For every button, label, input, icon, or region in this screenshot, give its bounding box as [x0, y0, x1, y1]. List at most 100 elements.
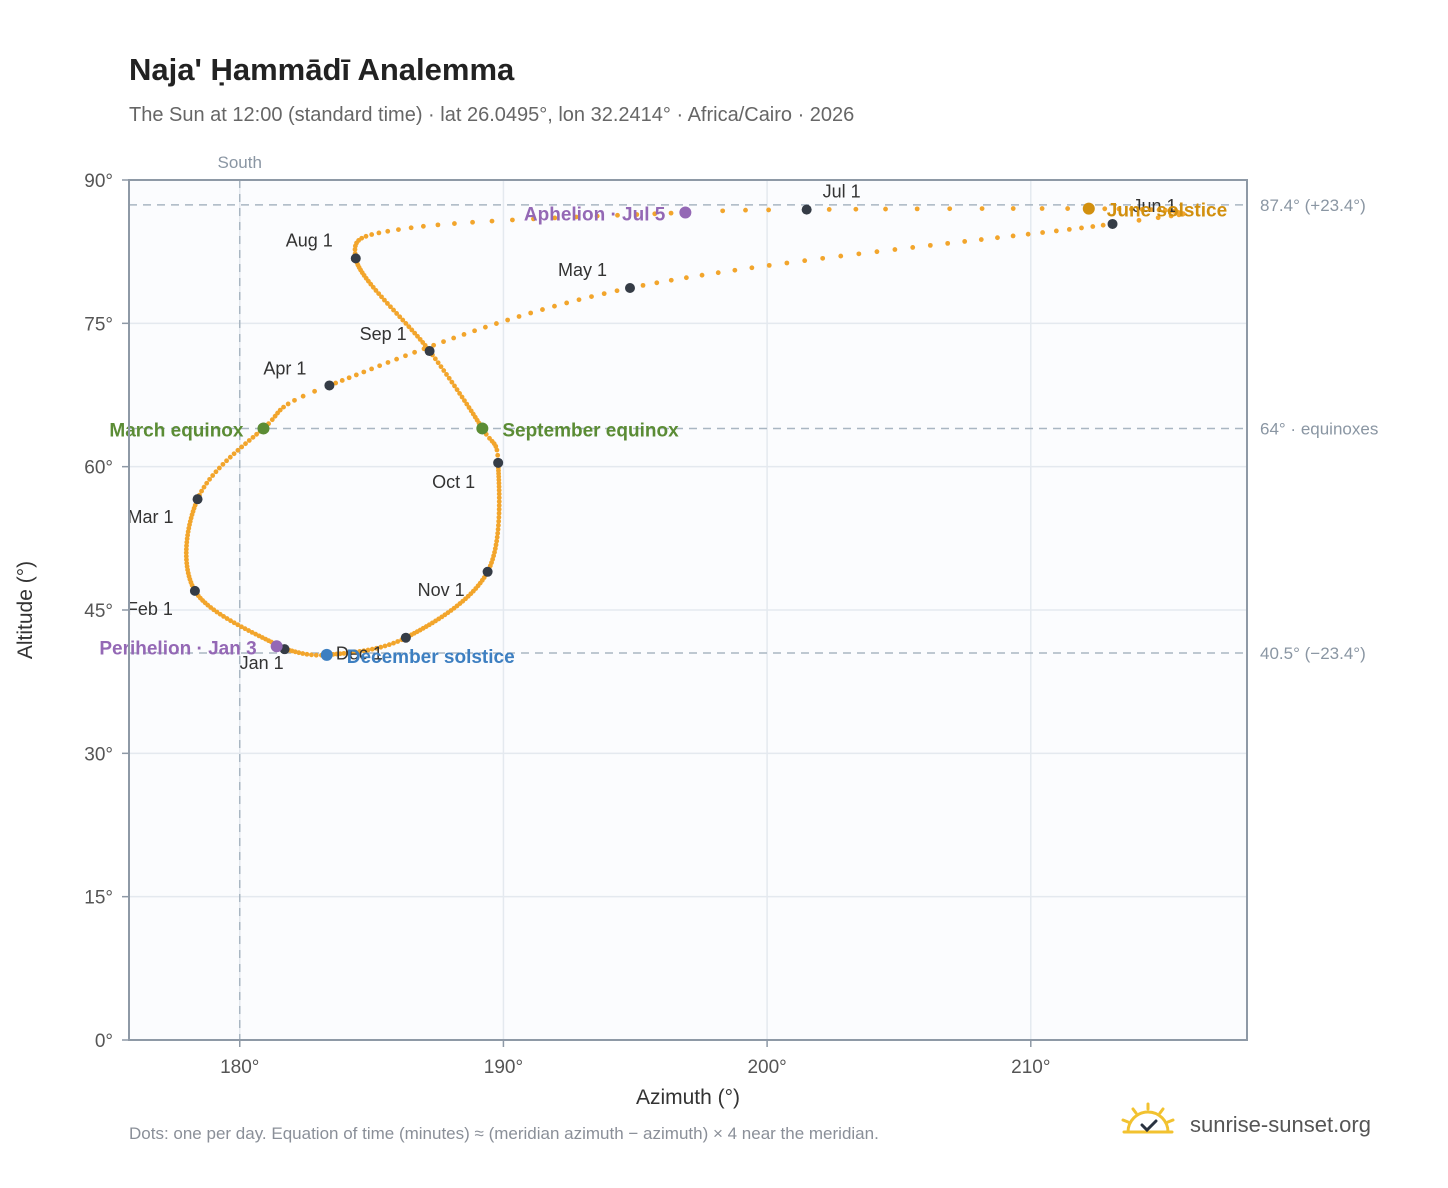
- month-label: Sep 1: [360, 324, 407, 344]
- daily-dot: [352, 247, 358, 252]
- month-label: Dec 1: [336, 644, 383, 664]
- month-marker: [1107, 218, 1118, 229]
- y-tick-label: 60°: [84, 458, 113, 479]
- x-tick-label: 200°: [747, 1057, 786, 1078]
- daily-dot: [412, 330, 418, 336]
- daily-dot: [699, 272, 705, 278]
- page-subtitle: The Sun at 12:00 (standard time) · lat 2…: [129, 104, 855, 126]
- daily-dot: [874, 249, 880, 255]
- daily-dot: [246, 628, 252, 633]
- daily-dot: [228, 618, 233, 624]
- daily-dot: [482, 324, 488, 330]
- daily-dot: [386, 642, 392, 648]
- daily-dot: [462, 398, 467, 404]
- daily-dot: [495, 530, 501, 536]
- daily-dot: [820, 255, 826, 261]
- month-marker: [482, 566, 493, 577]
- daily-dot: [346, 375, 352, 381]
- daily-dot: [224, 616, 230, 621]
- brand-link[interactable]: sunrise-sunset.org: [1120, 1100, 1390, 1150]
- daily-dot: [978, 237, 984, 242]
- daily-dot: [432, 356, 438, 362]
- daily-dot: [1090, 224, 1096, 229]
- daily-dot: [361, 369, 367, 375]
- y-axis-ticks: 0° 15° 30° 45° 60° 75° 90°: [84, 171, 129, 1052]
- daily-dot: [400, 317, 406, 323]
- daily-dot: [1025, 231, 1031, 237]
- daily-dot: [634, 212, 640, 217]
- daily-dot: [339, 378, 345, 383]
- daily-dot: [199, 488, 204, 494]
- daily-dot: [516, 314, 522, 319]
- daily-dot: [235, 622, 241, 628]
- daily-dot: [1040, 230, 1046, 235]
- daily-dot: [1066, 227, 1072, 232]
- daily-dot: [357, 649, 363, 654]
- daily-dot: [353, 649, 359, 655]
- daily-dot: [292, 397, 297, 403]
- daily-dot: [1156, 207, 1162, 213]
- daily-dot: [802, 258, 808, 264]
- daily-dot: [254, 431, 259, 437]
- daily-dot: [213, 469, 219, 475]
- daily-dot: [304, 651, 310, 657]
- daily-dot: [826, 207, 832, 212]
- daily-dot: [204, 480, 210, 486]
- y-tick-label: 0°: [95, 1031, 113, 1052]
- daily-dot: [183, 546, 189, 552]
- month-label: Feb 1: [127, 599, 173, 619]
- daily-dot: [334, 651, 339, 657]
- daily-dot: [370, 284, 376, 290]
- event-label: June solstice: [1107, 201, 1227, 222]
- daily-dot: [349, 650, 355, 655]
- daily-dot: [464, 401, 470, 407]
- daily-dot: [995, 235, 1000, 241]
- daily-dot: [239, 444, 245, 450]
- daily-dot: [496, 510, 502, 516]
- daily-dot: [446, 375, 452, 381]
- daily-dot: [246, 438, 252, 443]
- reference-label: 87.4° (+23.4°): [1260, 196, 1366, 215]
- daily-dot: [494, 321, 499, 326]
- daily-dot: [496, 506, 502, 512]
- daily-dot: [231, 620, 237, 626]
- y-tick-label: 75°: [84, 314, 113, 335]
- daily-dot: [227, 454, 233, 460]
- daily-dot: [385, 301, 390, 306]
- daily-dot: [374, 645, 379, 651]
- daily-dot: [640, 282, 646, 288]
- daily-dot: [183, 553, 189, 559]
- daily-dot: [489, 218, 495, 224]
- sun-logo-icon: [1121, 1102, 1175, 1134]
- daily-dot: [766, 207, 772, 213]
- daily-dot: [743, 207, 748, 213]
- y-tick-label: 30°: [84, 744, 113, 765]
- month-markers: Jan 1 Feb 1 Mar 1 Apr 1 May 1 Jun 1 Jul 1 Aug 1…: [127, 182, 1177, 674]
- daily-dot: [238, 624, 244, 630]
- daily-dot: [449, 379, 455, 385]
- event-label: September equinox: [502, 420, 679, 441]
- daily-dot: [668, 210, 674, 216]
- daily-dot: [382, 297, 387, 303]
- daily-dot: [472, 328, 477, 334]
- daily-dot: [853, 206, 859, 212]
- daily-dot: [353, 372, 359, 378]
- daily-dot: [361, 648, 367, 654]
- x-axis-ticks: 180° 190° 200° 210°: [220, 1040, 1050, 1078]
- y-tick-label: 15°: [84, 888, 113, 909]
- event-label: Perihelion · Jan 3: [99, 638, 256, 659]
- daily-dot: [1171, 208, 1177, 214]
- daily-dot: [459, 394, 465, 400]
- daily-dot: [313, 652, 319, 658]
- daily-dot: [720, 208, 726, 214]
- event-markers: March equinox June solstice September equi…: [99, 201, 1227, 668]
- daily-dot: [1148, 207, 1154, 213]
- daily-dot: [377, 363, 383, 369]
- daily-dot: [510, 217, 515, 223]
- daily-dot: [1010, 206, 1016, 211]
- daily-dot: [385, 228, 391, 234]
- daily-dot: [184, 557, 189, 563]
- daily-dot: [1136, 217, 1142, 223]
- month-marker: [324, 380, 335, 391]
- page-title: Naja' Ḥammādī Analemma: [129, 52, 515, 87]
